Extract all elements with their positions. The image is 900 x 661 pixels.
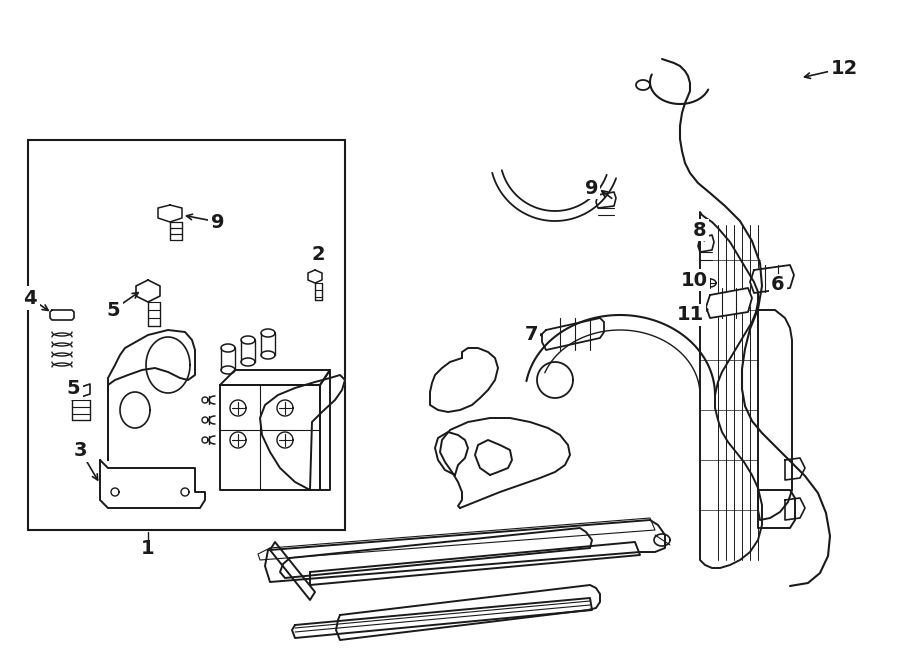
Polygon shape xyxy=(100,460,205,508)
Polygon shape xyxy=(280,528,592,578)
Polygon shape xyxy=(440,418,570,508)
Text: 8: 8 xyxy=(693,221,706,239)
Polygon shape xyxy=(220,370,330,385)
Polygon shape xyxy=(758,310,792,520)
Text: 3: 3 xyxy=(73,440,86,459)
Polygon shape xyxy=(750,265,794,293)
Polygon shape xyxy=(336,585,600,640)
Polygon shape xyxy=(542,318,604,350)
Polygon shape xyxy=(258,518,655,560)
Polygon shape xyxy=(320,370,330,490)
Polygon shape xyxy=(265,520,665,582)
Bar xyxy=(28,140,345,530)
Text: 4: 4 xyxy=(23,288,37,307)
Text: 1: 1 xyxy=(141,539,155,557)
Polygon shape xyxy=(596,192,616,208)
Text: 9: 9 xyxy=(584,178,598,198)
Polygon shape xyxy=(308,270,322,283)
Polygon shape xyxy=(292,598,592,638)
Text: 6: 6 xyxy=(771,276,785,295)
Polygon shape xyxy=(698,235,714,252)
Text: 5: 5 xyxy=(67,379,80,397)
Polygon shape xyxy=(310,542,640,585)
Polygon shape xyxy=(758,490,795,528)
Text: 7: 7 xyxy=(525,325,538,344)
Text: 5: 5 xyxy=(106,301,120,319)
Text: 12: 12 xyxy=(831,59,858,77)
Polygon shape xyxy=(108,330,195,460)
Polygon shape xyxy=(435,432,468,475)
Polygon shape xyxy=(136,280,160,302)
Polygon shape xyxy=(158,205,182,222)
Text: 2: 2 xyxy=(311,245,325,264)
Polygon shape xyxy=(50,310,74,320)
Polygon shape xyxy=(700,212,762,568)
Text: 10: 10 xyxy=(681,270,708,290)
Polygon shape xyxy=(785,498,805,520)
Polygon shape xyxy=(785,458,805,480)
Polygon shape xyxy=(220,385,320,490)
Polygon shape xyxy=(70,384,90,400)
Polygon shape xyxy=(706,288,752,318)
Text: 9: 9 xyxy=(212,212,225,231)
Polygon shape xyxy=(475,440,512,475)
Polygon shape xyxy=(270,542,315,600)
Text: 11: 11 xyxy=(677,305,704,325)
Polygon shape xyxy=(260,375,345,490)
Polygon shape xyxy=(430,348,498,412)
